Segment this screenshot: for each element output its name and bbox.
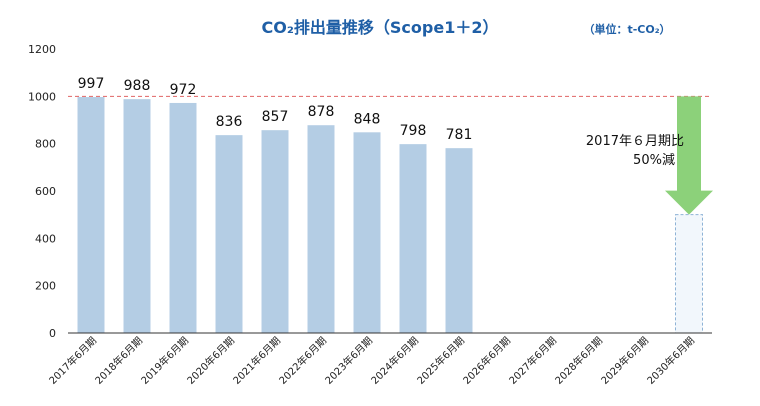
bar [307,125,335,333]
y-tick-label: 600 [35,185,56,198]
y-tick-label: 1200 [28,43,56,56]
x-tick-label: 2019年6月期 [138,334,191,387]
y-tick-label: 1000 [28,90,56,103]
chart-title: CO₂排出量推移（Scope1＋2） [262,18,499,37]
y-tick-label: 800 [35,138,56,151]
x-tick-label: 2028年6月期 [552,334,605,387]
x-tick-label: 2020年6月期 [184,334,237,387]
y-tick-label: 200 [35,280,56,293]
bar [123,99,151,333]
bar [353,132,381,333]
x-tick-label: 2029年6月期 [598,334,651,387]
bar [215,135,243,333]
data-label: 798 [400,123,427,139]
reduction-arrow [665,96,713,215]
x-tick-label: 2027年6月期 [506,334,559,387]
data-label: 997 [78,76,105,92]
data-label: 781 [446,127,473,143]
y-tick-label: 400 [35,232,56,245]
unit-note: （単位：t-CO₂） [583,22,670,36]
data-label: 857 [262,109,289,125]
x-tick-label: 2026年6月期 [460,334,513,387]
x-tick-label: 2023年6月期 [322,334,375,387]
bar [445,148,473,333]
bar [399,144,427,333]
data-label: 848 [354,111,381,127]
x-tick-label: 2022年6月期 [276,334,329,387]
x-tick-label: 2017年6月期 [46,334,99,387]
x-tick-label: 2030年6月期 [644,334,697,387]
bar [261,130,289,333]
data-label: 988 [124,78,151,94]
bar [169,102,197,334]
bar [77,97,105,333]
y-tick-label: 0 [49,327,56,340]
x-tick-label: 2024年6月期 [368,334,421,387]
x-tick-label: 2018年6月期 [92,334,145,387]
plot-area: 0 200 400 600 800 1000 1200 997 988 972 836 857 878 8… [28,43,713,387]
target-bar [675,214,703,334]
data-label: 836 [216,114,243,130]
x-tick-label: 2021年6月期 [230,334,283,387]
annotation-line-2: 50%減 [633,152,675,168]
annotation-line-1: 2017年６月期比 [586,134,684,149]
x-tick-label: 2025年6月期 [414,334,467,387]
data-label: 878 [308,104,335,120]
data-label: 972 [170,82,197,98]
